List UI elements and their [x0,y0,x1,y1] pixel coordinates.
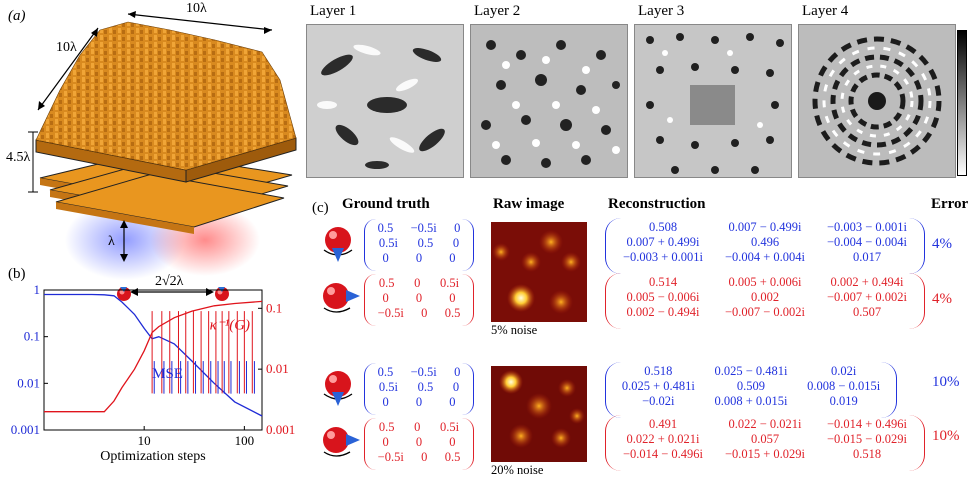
raw-image-20-noise [491,366,587,462]
panel-b-label: (b) [8,266,26,282]
dim-lambda-label: λ [108,234,115,249]
recon-matrix-blue-1: 0.508 0.007 − 0.499i −0.003 − 0.001i 0.007… [605,218,925,274]
x-axis-label: Optimization steps [100,449,205,464]
series-line-1 [44,300,263,413]
header-reconstruction: Reconstruction [608,196,706,212]
left-tick-label: 0.1 [24,329,40,344]
panel-a-label: (a) [8,8,26,24]
layer-2-title: Layer 2 [474,3,521,19]
layer-4-title: Layer 4 [802,3,849,19]
atom-right-arrow-icon-2 [323,427,360,457]
left-tick-label: 0.01 [17,375,40,390]
dim-spacing-label: 2√2λ [155,274,184,289]
noise-label-5: 5% noise [491,323,538,337]
grayscale-colorbar [957,30,967,176]
layer-3-phase-map [634,24,792,178]
panel-c-label: (c) [312,200,329,216]
left-tick-label: 0.001 [11,422,40,437]
layer-3-title: Layer 3 [638,3,685,19]
atom-right-arrow-icon [323,283,360,313]
right-tick-label: 0.001 [266,422,295,437]
header-raw-image: Raw image [493,196,565,212]
layer-4-phase-map [798,24,956,178]
atom-down-arrow-icon-2 [323,371,353,406]
mse-kappa-chart: 1 0.1 0.01 0.001 0.1 0.01 0.001 10 100 Optimizati… [11,282,296,464]
right-tick-label: 0.1 [266,300,282,315]
recon-matrix-red-2: 0.491 0.022 − 0.021i −0.014 + 0.496i 0.022… [605,415,925,471]
x-tick-label: 100 [235,433,255,448]
x-tick-label: 10 [138,433,151,448]
dim-height-label: 4.5λ [6,150,31,165]
layer-1-phase-map [306,24,464,178]
series-label-kappa: κ⁻¹(G) [210,317,250,333]
recon-matrix-red-1: 0.514 0.005 + 0.006i 0.002 + 0.494i 0.005 … [605,273,925,329]
raw-image-5-noise [491,222,587,322]
error-red-2: 10% [932,428,960,444]
recon-matrix-blue-2: 0.518 0.025 − 0.481i 0.02i 0.025 + 0.481i 0… [605,362,897,418]
atom-down-arrow-icon [323,227,353,262]
metasurface-3d-illustration [28,11,297,296]
series-label-mse: MSE [152,366,183,382]
right-tick-label: 0.01 [266,361,289,376]
header-ground-truth: Ground truth [342,196,430,212]
error-blue-1: 4% [932,236,952,252]
dim-top-label: 10λ [186,1,207,16]
error-red-1: 4% [932,291,952,307]
header-error: Error [931,196,969,212]
layer-2-phase-map [470,24,628,178]
plot-frame [43,289,263,431]
dim-left-label: 10λ [56,40,77,55]
left-tick-label: 1 [34,282,41,297]
layer-1-title: Layer 1 [310,3,357,19]
noise-label-20: 20% noise [491,463,544,477]
error-blue-2: 10% [932,374,960,390]
